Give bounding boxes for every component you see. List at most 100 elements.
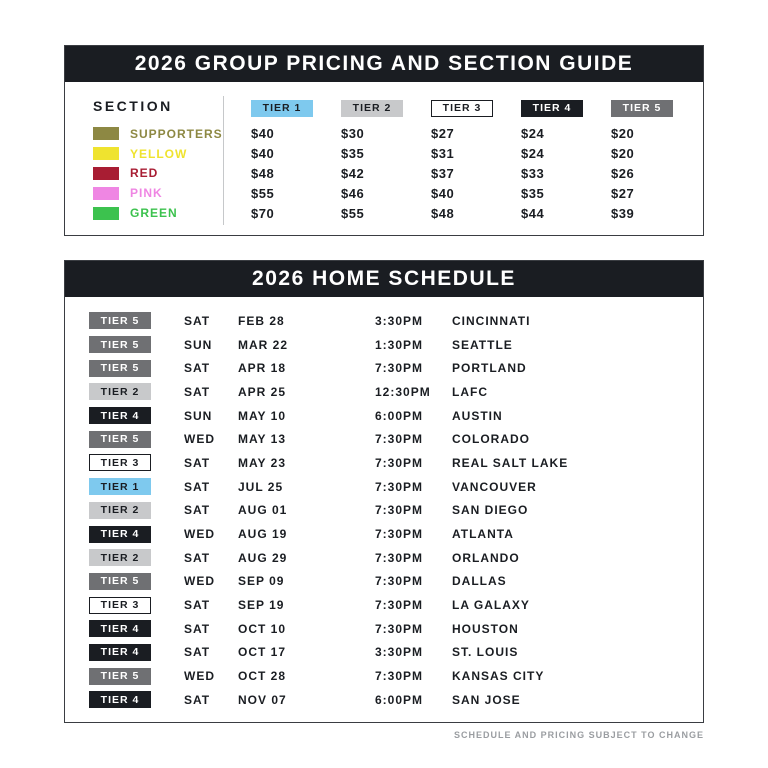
tier-badge: TIER 2 [89, 383, 151, 401]
tier-badge: TIER 4 [89, 407, 151, 425]
game-time: 7:30PM [375, 598, 424, 613]
game-opponent: LAFC [452, 384, 488, 399]
game-day: WED [184, 669, 215, 684]
game-day: SUN [184, 337, 213, 352]
game-time: 7:30PM [375, 527, 424, 542]
schedule-table: TIER 5 SAT FEB 28 3:30PM CINCINNATI TIER… [65, 297, 703, 722]
price-cell: $48 [431, 205, 455, 221]
game-opponent: REAL SALT LAKE [452, 455, 569, 470]
schedule-row: TIER 4 WED AUG 19 7:30PM ATLANTA [65, 522, 703, 546]
game-date: OCT 17 [238, 645, 287, 660]
tier-badge-cell: TIER 5 [89, 336, 153, 354]
tier-badge: TIER 2 [341, 99, 403, 117]
game-date: SEP 09 [238, 574, 285, 589]
game-time: 7:30PM [375, 432, 424, 447]
game-day: SAT [184, 479, 211, 494]
game-time: 7:30PM [375, 550, 424, 565]
game-date: OCT 10 [238, 621, 287, 636]
schedule-row: TIER 3 SAT SEP 19 7:30PM LA GALAXY [65, 593, 703, 617]
game-time: 12:30PM [375, 384, 431, 399]
game-opponent: COLORADO [452, 432, 530, 447]
price-cell: $35 [341, 146, 365, 162]
tier-badge: TIER 4 [89, 691, 151, 709]
price-cell: $26 [611, 165, 635, 181]
tier-badge: TIER 1 [89, 478, 151, 496]
tier-badge: TIER 1 [251, 99, 313, 117]
tier-badge-cell: TIER 1 [89, 478, 153, 496]
pricing-guide-header: 2026 GROUP PRICING AND SECTION GUIDE [65, 46, 703, 82]
section-label: GREEN [130, 206, 178, 221]
section-color-swatch [93, 147, 119, 161]
section-row-label-cell: RED [93, 164, 223, 184]
section-color-swatch [93, 186, 119, 200]
tier-badge: TIER 3 [89, 596, 151, 614]
pricing-table-divider [223, 96, 224, 225]
tier-badge-cell: TIER 4 [89, 525, 153, 543]
game-date: MAY 10 [238, 408, 287, 423]
schedule-row: TIER 2 SAT APR 25 12:30PM LAFC [65, 380, 703, 404]
game-day: WED [184, 432, 215, 447]
tier-badge-cell: TIER 5 [89, 430, 153, 448]
game-date: AUG 19 [238, 527, 288, 542]
tier-badge-cell: TIER 4 [89, 620, 153, 638]
section-label: PINK [130, 186, 163, 201]
tier-header-cell: TIER 4 [493, 98, 583, 124]
section-row-label-cell: GREEN [93, 203, 223, 223]
schedule-row: TIER 5 WED OCT 28 7:30PM KANSAS CITY [65, 664, 703, 688]
price-cell: $20 [611, 146, 635, 162]
section-row-label-cell: PINK [93, 183, 223, 203]
tier-badge-cell: TIER 5 [89, 667, 153, 685]
section-label: RED [130, 166, 159, 181]
pricing-guide-title: 2026 GROUP PRICING AND SECTION GUIDE [134, 52, 634, 75]
game-opponent: SAN JOSE [452, 692, 521, 707]
schedule-row: TIER 4 SAT OCT 17 3:30PM ST. LOUIS [65, 641, 703, 665]
game-date: MAY 13 [238, 432, 287, 447]
schedule-row: TIER 5 SAT FEB 28 3:30PM CINCINNATI [65, 309, 703, 333]
game-opponent: DALLAS [452, 574, 507, 589]
tier-badge-cell: TIER 5 [89, 572, 153, 590]
price-cell: $55 [251, 185, 275, 201]
schedule-row: TIER 5 SAT APR 18 7:30PM PORTLAND [65, 356, 703, 380]
game-day: SAT [184, 621, 211, 636]
tier-badge: TIER 5 [89, 572, 151, 590]
game-date: APR 18 [238, 361, 287, 376]
price-cell: $40 [431, 185, 455, 201]
game-opponent: KANSAS CITY [452, 669, 545, 684]
tier-badge-cell: TIER 2 [89, 383, 153, 401]
game-time: 7:30PM [375, 574, 424, 589]
game-time: 7:30PM [375, 455, 424, 470]
tier-badge: TIER 3 [431, 99, 493, 117]
tier-header-cell: TIER 5 [583, 98, 673, 124]
game-opponent: VANCOUVER [452, 479, 537, 494]
schedule-row: TIER 4 SAT OCT 10 7:30PM HOUSTON [65, 617, 703, 641]
price-cell: $40 [251, 126, 275, 142]
game-time: 1:30PM [375, 337, 424, 352]
game-day: SAT [184, 361, 211, 376]
price-cell: $24 [521, 146, 545, 162]
section-row-label-cell: YELLOW [93, 144, 223, 164]
game-time: 6:00PM [375, 408, 424, 423]
schedule-row: TIER 1 SAT JUL 25 7:30PM VANCOUVER [65, 475, 703, 499]
schedule-card: 2026 HOME SCHEDULE TIER 5 SAT FEB 28 3:3… [64, 259, 704, 723]
game-date: FEB 28 [238, 313, 285, 328]
price-cell: $70 [251, 205, 275, 221]
game-date: SEP 19 [238, 598, 285, 613]
game-date: AUG 29 [238, 550, 288, 565]
price-cell: $55 [341, 205, 365, 221]
tier-badge-cell: TIER 5 [89, 359, 153, 377]
schedule-row: TIER 3 SAT MAY 23 7:30PM REAL SALT LAKE [65, 451, 703, 475]
price-cell: $30 [341, 126, 365, 142]
price-cell: $31 [431, 146, 455, 162]
tier-badge-cell: TIER 3 [89, 454, 153, 472]
game-day: SAT [184, 503, 211, 518]
section-color-swatch [93, 127, 119, 141]
game-time: 7:30PM [375, 503, 424, 518]
game-time: 3:30PM [375, 313, 424, 328]
pricing-table: SECTION TIER 1 TIER 2 TIER 3 TIER 4 TIER… [65, 82, 703, 235]
price-cell: $33 [521, 165, 545, 181]
game-time: 6:00PM [375, 692, 424, 707]
game-opponent: AUSTIN [452, 408, 503, 423]
tier-badge: TIER 3 [89, 454, 151, 472]
tier-badge-cell: TIER 2 [89, 549, 153, 567]
section-label: YELLOW [130, 146, 188, 161]
